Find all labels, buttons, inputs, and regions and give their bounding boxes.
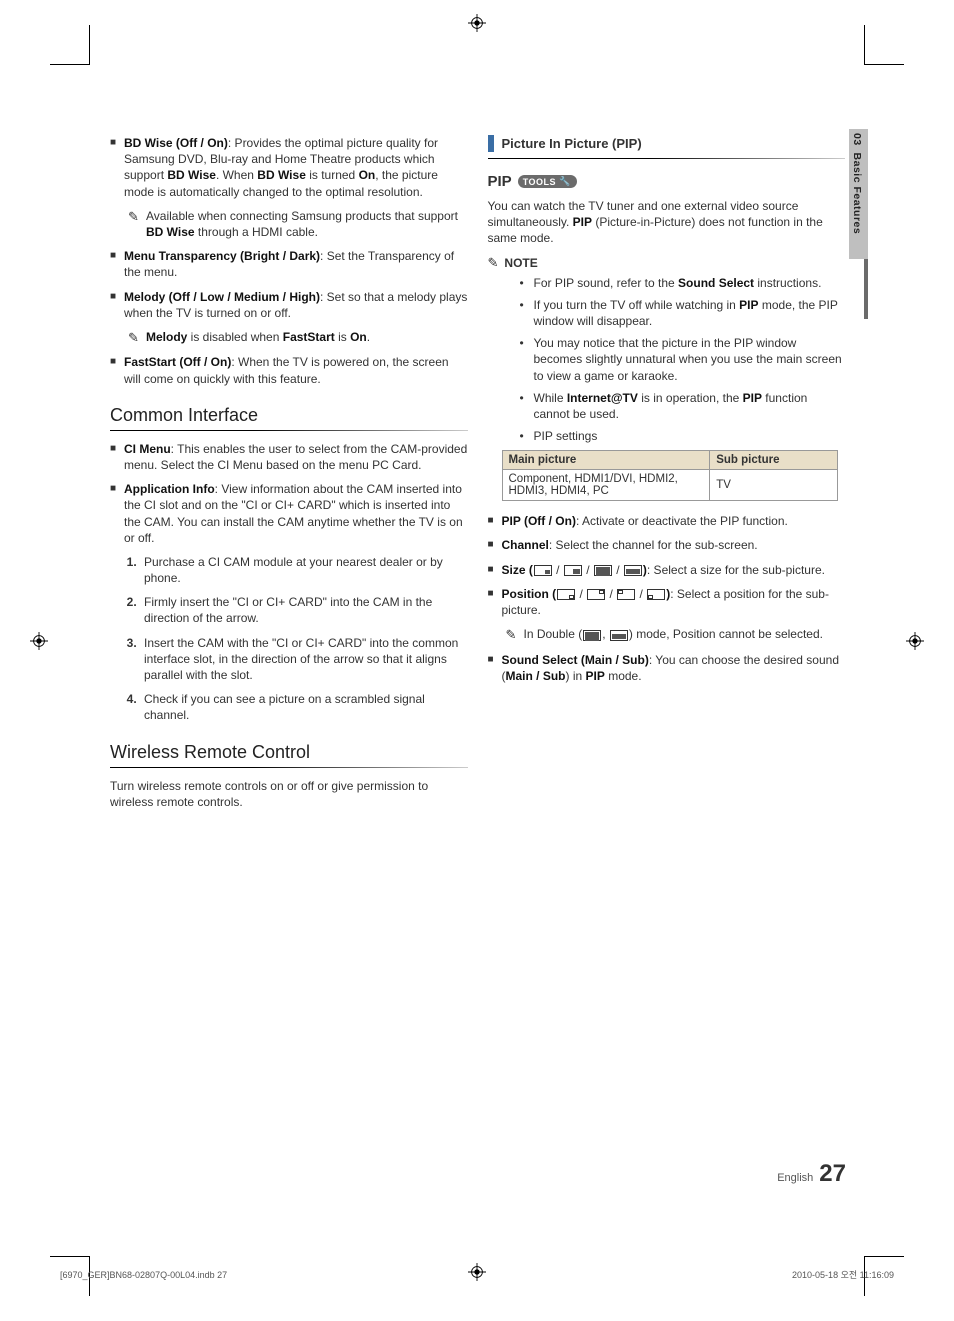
registration-mark-right	[906, 632, 924, 650]
pip-label: PIP	[488, 173, 512, 190]
step-2: Firmly insert the "CI or CI+ CARD" into …	[140, 594, 468, 626]
pos-icon-2	[587, 589, 605, 600]
size-icon-double2	[610, 630, 628, 641]
bullet-icon: ■	[488, 513, 502, 529]
side-tab: 03 Basic Features	[849, 129, 868, 259]
bullet-icon: ■	[110, 135, 124, 200]
note-bdwise: ✎ Available when connecting Samsung prod…	[128, 208, 468, 240]
section-underline	[110, 767, 468, 768]
step-4: Check if you can see a picture on a scra…	[140, 691, 468, 723]
section-wireless-title: Wireless Remote Control	[110, 742, 468, 763]
blue-bar-icon	[488, 135, 494, 152]
item-melody: ■ Melody (Off / Low / Medium / High): Se…	[110, 289, 468, 321]
note-1: •For PIP sound, refer to the Sound Selec…	[520, 275, 846, 291]
page-footer: English 27	[110, 1160, 846, 1188]
bullet-icon: ■	[488, 537, 502, 553]
wireless-body: Turn wireless remote controls on or off …	[110, 778, 468, 810]
size-icon-double1	[583, 630, 601, 641]
bullet-icon: ■	[110, 481, 124, 546]
item-app-info: ■ Application Info: View information abo…	[110, 481, 468, 546]
note-5: •PIP settings	[520, 428, 846, 444]
bullet-icon: ■	[110, 441, 124, 473]
side-tab-text: 03 Basic Features	[851, 133, 863, 234]
pip-header-title: Picture In Picture (PIP)	[502, 136, 642, 151]
table-head-main: Main picture	[502, 451, 710, 470]
crop-mark-tr	[864, 25, 904, 65]
bullet-icon: ■	[110, 289, 124, 321]
bullet-icon: ■	[488, 562, 502, 578]
opt-channel: ■ Channel: Select the channel for the su…	[488, 537, 846, 553]
print-file: [6970_GER]BN68-02807Q-00L04.indb 27	[60, 1270, 227, 1280]
left-column: ■ BD Wise (Off / On): Provides the optim…	[110, 135, 468, 818]
note-3: •You may notice that the picture in the …	[520, 335, 846, 384]
pip-intro: You can watch the TV tuner and one exter…	[488, 198, 846, 247]
opt-size: ■ Size ( / / / ): Select a size for the …	[488, 562, 846, 578]
note-icon: ✎	[488, 255, 499, 271]
note-4: •While Internet@TV is in operation, the …	[520, 390, 846, 422]
note-list: •For PIP sound, refer to the Sound Selec…	[520, 275, 846, 445]
section-common-interface-title: Common Interface	[110, 405, 468, 426]
note-icon: ✎	[506, 626, 524, 644]
item-bdwise: ■ BD Wise (Off / On): Provides the optim…	[110, 135, 468, 200]
step-3: Insert the CAM with the "CI or CI+ CARD"…	[140, 635, 468, 684]
section-underline	[110, 430, 468, 431]
right-column: Picture In Picture (PIP) PIP TOOLS🔧 You …	[488, 135, 846, 818]
bullet-icon: ■	[110, 248, 124, 280]
footer-lang: English	[777, 1172, 813, 1184]
print-footer: [6970_GER]BN68-02807Q-00L04.indb 27 2010…	[60, 1268, 894, 1281]
opt-pip-onoff: ■ PIP (Off / On): Activate or deactivate…	[488, 513, 846, 529]
note-melody: ✎ Melody is disabled when FastStart is O…	[128, 329, 468, 347]
opt-sound-select: ■ Sound Select (Main / Sub): You can cho…	[488, 652, 846, 684]
print-date: 2010-05-18 오전 11:16:09	[792, 1268, 894, 1281]
note-icon: ✎	[128, 329, 146, 347]
pos-icon-3	[617, 589, 635, 600]
bullet-icon: ■	[488, 586, 502, 618]
side-tab-accent	[864, 259, 868, 319]
footer-page: 27	[819, 1160, 846, 1188]
pos-icon-4	[647, 589, 665, 600]
note-icon: ✎	[128, 208, 146, 240]
tools-badge: TOOLS🔧	[518, 175, 577, 188]
table-cell-main: Component, HDMI1/DVI, HDMI2, HDMI3, HDMI…	[502, 470, 710, 501]
pip-header: Picture In Picture (PIP)	[488, 135, 846, 152]
note-position: ✎ In Double (, ) mode, Position cannot b…	[506, 626, 846, 644]
size-icon-2	[564, 565, 582, 576]
step-1: Purchase a CI CAM module at your nearest…	[140, 554, 468, 586]
table-head-sub: Sub picture	[710, 451, 837, 470]
registration-mark-left	[30, 632, 48, 650]
note-2: •If you turn the TV off while watching i…	[520, 297, 846, 329]
pip-table: Main picture Sub picture Component, HDMI…	[502, 450, 838, 501]
item-transparency: ■ Menu Transparency (Bright / Dark): Set…	[110, 248, 468, 280]
bullet-icon: ■	[488, 652, 502, 684]
note-heading: ✎ NOTE	[488, 255, 846, 271]
header-underline	[488, 158, 846, 159]
size-icon-1	[534, 565, 552, 576]
pos-icon-1	[557, 589, 575, 600]
size-icon-4	[624, 565, 642, 576]
pip-subhead: PIP TOOLS🔧	[488, 173, 846, 190]
registration-mark-top	[468, 14, 486, 32]
item-ci-menu: ■ CI Menu: This enables the user to sele…	[110, 441, 468, 473]
opt-position: ■ Position ( / / / ): Select a position …	[488, 586, 846, 618]
wrench-icon: 🔧	[559, 176, 571, 187]
ci-steps: Purchase a CI CAM module at your nearest…	[110, 554, 468, 724]
crop-mark-tl	[50, 25, 90, 65]
table-cell-sub: TV	[710, 470, 837, 501]
item-faststart: ■ FastStart (Off / On): When the TV is p…	[110, 354, 468, 386]
note-label: NOTE	[504, 256, 537, 270]
size-icon-3	[594, 565, 612, 576]
bullet-icon: ■	[110, 354, 124, 386]
